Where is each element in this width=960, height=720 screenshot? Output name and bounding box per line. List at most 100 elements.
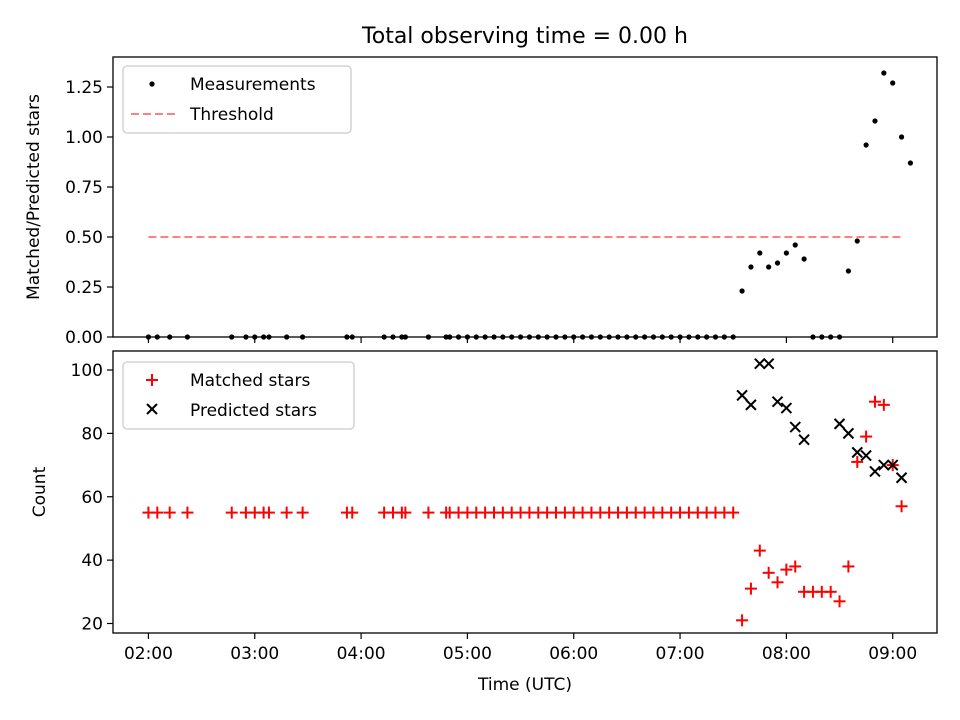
ratio-y-tick-label: 0.75 [65, 178, 103, 198]
count-y-tick-label: 20 [81, 614, 103, 634]
measurement-point [633, 334, 639, 340]
measurement-point [562, 334, 568, 340]
measurement-point [704, 334, 710, 340]
matched-star-point [399, 506, 412, 519]
predicted-star-point [745, 399, 757, 411]
ratio-legend: Measurements Threshold [122, 65, 352, 134]
ratio-y-tick-label: 0.25 [65, 278, 103, 298]
measurement-point [349, 334, 355, 340]
predicted-star-point [842, 427, 855, 440]
legend-matched-marker [146, 374, 158, 386]
matched-star-point [262, 506, 275, 519]
count-y-tick-label: 80 [81, 424, 103, 444]
matched-star-point [181, 506, 194, 519]
matched-star-point [422, 506, 435, 519]
measurement-point [300, 334, 306, 340]
matched-star-point [780, 563, 793, 576]
x-axis-label: Time (UTC) [477, 675, 572, 695]
predicted-star-point [833, 418, 846, 430]
measurement-point [801, 256, 807, 262]
measurement-point [344, 334, 350, 340]
measurement-point [677, 334, 683, 340]
measurement-point [615, 334, 621, 340]
matched-star-point [771, 576, 784, 589]
legend-matched-label: Matched stars [190, 371, 310, 391]
matched-star-point [842, 560, 855, 573]
measurement-point [907, 160, 914, 166]
x-tick-label: 02:00 [124, 644, 173, 664]
measurement-point [774, 260, 781, 266]
measurement-point [845, 268, 851, 274]
measurement-point [748, 264, 754, 270]
measurement-point [261, 334, 267, 340]
measurement-point [739, 288, 745, 294]
predicted-star-point [736, 389, 748, 402]
matched-star-point [868, 395, 881, 408]
x-tick-label: 04:00 [337, 644, 386, 664]
ratio-plot-frame [112, 56, 938, 338]
ratio-y-tick-label: 0.50 [65, 228, 103, 248]
measurement-point [757, 250, 763, 256]
measurement-point [588, 334, 595, 340]
measurement-point [898, 134, 905, 140]
x-tick-label: 08:00 [762, 644, 811, 664]
measurement-point [154, 334, 160, 340]
measurement-point [167, 334, 173, 340]
measurement-point [819, 334, 825, 340]
measurement-point [624, 334, 630, 340]
matched-star-point [860, 430, 873, 443]
matched-star-point [151, 506, 164, 519]
ratio-y-tick-label: 1.00 [65, 128, 103, 148]
measurement-point [766, 264, 772, 270]
x-tick-label: 09:00 [868, 644, 917, 664]
count-y-axis-label: Count [30, 466, 50, 517]
measurement-point [243, 334, 249, 340]
measurement-point [606, 334, 612, 340]
ratio-y-tick-label: 1.25 [65, 78, 103, 98]
measurement-point [836, 334, 843, 340]
measurement-point [792, 242, 798, 248]
legend-measurements-label: Measurements [190, 75, 316, 95]
measurement-point [447, 334, 453, 340]
matched-star-point [163, 506, 176, 519]
chart-title: Total observing time = 0.00 h [361, 24, 688, 49]
predicted-star-point [895, 472, 908, 484]
predicted-star-point [878, 459, 890, 471]
predicted-star-point [771, 395, 784, 408]
measurement-point [381, 334, 387, 340]
measurement-point [783, 250, 789, 256]
matched-star-point [824, 585, 837, 598]
measurement-point [659, 334, 665, 340]
measurement-point [526, 334, 533, 340]
measurement-point [881, 70, 887, 76]
x-tick-label: 07:00 [656, 644, 705, 664]
count-plot-frame [112, 350, 938, 634]
predicted-star-point [789, 421, 801, 433]
measurement-point [863, 142, 869, 148]
x-tick-label: 05:00 [443, 644, 492, 664]
matched-star-point [895, 500, 908, 513]
measurement-point [482, 334, 488, 340]
count-y-tick-label: 100 [71, 361, 103, 381]
matched-star-point [877, 398, 890, 411]
measurement-point [810, 334, 816, 340]
matched-star-point [789, 560, 802, 573]
measurement-point [872, 118, 878, 124]
measurement-point [854, 238, 860, 244]
x-tick-label: 06:00 [549, 644, 598, 664]
ratio-y-axis-label: Matched/Predicted stars [24, 94, 44, 300]
legend-threshold-label: Threshold [189, 105, 274, 125]
matched-star-point [296, 506, 309, 519]
measurement-point [284, 334, 290, 340]
matched-star-point [225, 506, 238, 519]
count-legend: Matched stars Predicted stars [122, 361, 355, 430]
measurement-point [266, 334, 272, 340]
measurement-point [464, 334, 471, 340]
predicted-star-point [780, 402, 793, 414]
predicted-star-point [762, 357, 775, 370]
matched-star-point [736, 614, 749, 627]
predicted-star-point [886, 459, 899, 471]
measurement-point [642, 334, 648, 340]
measurement-point [695, 334, 701, 340]
count-panel: 20 40 60 80 100 02:00 03:00 04:00 05:00 06:00 07:… [30, 350, 938, 695]
